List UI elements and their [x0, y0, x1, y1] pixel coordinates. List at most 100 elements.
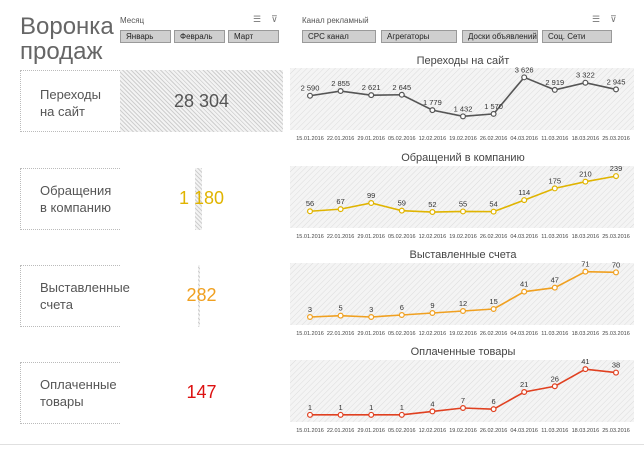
- plot-area: [290, 166, 634, 228]
- data-label: 114: [518, 188, 530, 197]
- line-chart-invoices: 15.01.2016 22.01.2016 29.01.2016 05.02.2016…: [290, 260, 634, 337]
- data-label: 2 945: [607, 77, 626, 86]
- data-point[interactable]: [551, 86, 558, 93]
- x-tick-label: 26.02.2016: [480, 428, 508, 434]
- data-point[interactable]: [398, 411, 405, 418]
- data-label: 56: [306, 199, 314, 208]
- data-label: 26: [551, 374, 559, 383]
- channel-slicer-label: Канал рекламный: [302, 16, 369, 25]
- plot-area: [290, 263, 634, 325]
- x-tick-label: 12.02.2016: [419, 136, 447, 142]
- kpi-value-requests: 1 180: [178, 188, 225, 208]
- clear-filter-icon[interactable]: ⊽: [271, 14, 278, 24]
- data-point[interactable]: [490, 208, 497, 215]
- x-tick-label: 15.01.2016: [296, 136, 324, 142]
- x-tick-label: 26.02.2016: [480, 331, 508, 337]
- data-point[interactable]: [429, 309, 436, 316]
- data-point[interactable]: [551, 185, 558, 192]
- kpi-label-visits: Переходы на сайт: [40, 87, 101, 119]
- clear-filter-icon[interactable]: ⊽: [610, 14, 617, 24]
- kpi-label-requests: Обращения в компанию: [40, 183, 112, 215]
- month-button-january[interactable]: Январь: [120, 30, 171, 43]
- data-label: 1: [369, 403, 373, 412]
- chart-title-invoices: Выставленные счета: [409, 249, 517, 261]
- data-point[interactable]: [551, 383, 558, 390]
- kpi-label-paid: Оплаченные товары: [40, 377, 117, 409]
- data-point[interactable]: [551, 284, 558, 291]
- data-point[interactable]: [521, 197, 528, 204]
- data-point[interactable]: [337, 411, 344, 418]
- kpi-label-invoices: Выставленные счета: [40, 280, 130, 312]
- x-tick-label: 05.02.2016: [388, 428, 416, 434]
- data-point[interactable]: [398, 207, 405, 214]
- month-button-march[interactable]: Март: [228, 30, 279, 43]
- data-point[interactable]: [613, 269, 620, 276]
- month-button-february[interactable]: Февраль: [174, 30, 225, 43]
- x-tick-label: 29.01.2016: [357, 331, 385, 337]
- data-point[interactable]: [398, 311, 405, 318]
- data-point[interactable]: [460, 404, 467, 411]
- data-point[interactable]: [521, 74, 528, 81]
- data-point[interactable]: [490, 305, 497, 312]
- multi-select-icon[interactable]: ☰: [592, 14, 601, 24]
- kpi-bar-requests: [195, 168, 202, 230]
- kpi-card-invoices: Выставленные счета: [20, 265, 280, 327]
- kpi-card-visits: Переходы на сайт: [20, 70, 280, 132]
- data-label: 38: [612, 361, 620, 370]
- channel-button-aggregators[interactable]: Агрегаторы: [381, 30, 457, 43]
- data-point[interactable]: [398, 91, 405, 98]
- data-point[interactable]: [368, 199, 375, 206]
- x-tick-label: 18.03.2016: [572, 234, 600, 240]
- data-point[interactable]: [429, 209, 436, 216]
- data-point[interactable]: [613, 86, 620, 93]
- data-label: 6: [492, 397, 496, 406]
- data-point[interactable]: [521, 389, 528, 396]
- data-point[interactable]: [307, 208, 314, 215]
- data-label: 1 779: [423, 98, 442, 107]
- x-tick-label: 18.03.2016: [572, 331, 600, 337]
- data-point[interactable]: [582, 79, 589, 86]
- data-point[interactable]: [368, 411, 375, 418]
- data-point[interactable]: [582, 366, 589, 373]
- data-label: 1: [339, 403, 343, 412]
- data-point[interactable]: [521, 288, 528, 295]
- data-label: 54: [489, 200, 497, 209]
- channel-button-boards[interactable]: Доски объявлений: [462, 30, 538, 43]
- x-tick-label: 12.02.2016: [419, 234, 447, 240]
- data-point[interactable]: [490, 110, 497, 117]
- x-tick-label: 05.02.2016: [388, 331, 416, 337]
- data-point[interactable]: [460, 208, 467, 215]
- data-point[interactable]: [582, 178, 589, 185]
- data-point[interactable]: [307, 411, 314, 418]
- data-point[interactable]: [337, 88, 344, 95]
- data-point[interactable]: [460, 307, 467, 314]
- data-point[interactable]: [337, 206, 344, 213]
- multi-select-icon[interactable]: ☰: [253, 14, 262, 24]
- data-point[interactable]: [460, 113, 467, 120]
- data-label: 47: [551, 276, 559, 285]
- kpi-card-requests: Обращения в компанию: [20, 168, 280, 230]
- x-tick-label: 04.03.2016: [510, 428, 538, 434]
- plot-area: [290, 68, 634, 130]
- data-label: 55: [459, 199, 467, 208]
- data-label: 67: [336, 197, 344, 206]
- data-point[interactable]: [429, 107, 436, 114]
- data-point[interactable]: [613, 369, 620, 376]
- data-point[interactable]: [429, 408, 436, 415]
- data-point[interactable]: [307, 92, 314, 99]
- data-label: 1 432: [454, 104, 473, 113]
- data-label: 41: [520, 280, 528, 289]
- channel-button-cpc[interactable]: CPC канал: [302, 30, 376, 43]
- data-point[interactable]: [368, 92, 375, 99]
- line-chart-paid: 15.01.2016 22.01.2016 29.01.2016 05.02.2016…: [290, 357, 634, 434]
- channel-button-social[interactable]: Соц. Сети: [542, 30, 612, 43]
- data-label: 59: [398, 199, 406, 208]
- data-point[interactable]: [582, 268, 589, 275]
- data-point[interactable]: [337, 312, 344, 319]
- data-point[interactable]: [307, 313, 314, 320]
- x-tick-label: 15.01.2016: [296, 331, 324, 337]
- data-point[interactable]: [490, 406, 497, 413]
- data-point[interactable]: [368, 313, 375, 320]
- data-point[interactable]: [613, 173, 620, 180]
- x-tick-label: 15.01.2016: [296, 234, 324, 240]
